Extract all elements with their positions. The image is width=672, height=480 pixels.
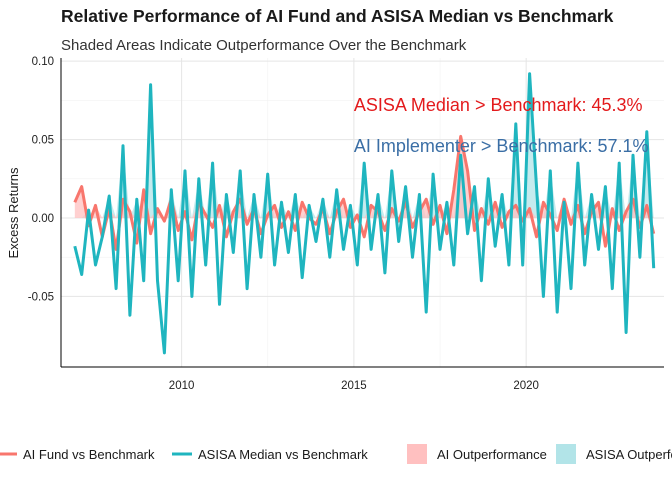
legend-item-label: AI Outperformance (437, 447, 547, 462)
y-tick-label: -0.05 (28, 291, 54, 303)
x-tick-label: 2015 (341, 380, 367, 392)
outperformance-areas (74, 73, 654, 218)
outperformance-area (74, 136, 654, 218)
y-tick-label: 0.00 (32, 213, 54, 225)
x-tick-label: 2020 (513, 380, 539, 392)
annotation-label: ASISA Median > Benchmark: 45.3% (354, 95, 643, 115)
series-line (73, 72, 656, 355)
y-tick-label: 0.10 (32, 56, 54, 68)
legend-item-label: ASISA Median vs Benchmark (198, 447, 368, 462)
legend: AI Fund vs Benchmark ASISA Median vs Benc… (0, 444, 672, 464)
legend-item-label: AI Fund vs Benchmark (23, 447, 155, 462)
annotation-label: AI Implementer > Benchmark: 57.1% (354, 136, 649, 156)
y-axis-ticks: -0.05 0.00 0.05 0.10 (28, 56, 54, 303)
series-lines (73, 72, 656, 355)
outperformance-area (74, 73, 654, 218)
y-tick-label: 0.05 (32, 135, 54, 147)
x-axis-ticks: 2010 2015 2020 (169, 380, 539, 392)
chart-title: Relative Performance of AI Fund and ASIS… (61, 6, 614, 26)
chart-subtitle: Shaded Areas Indicate Outperformance Ove… (61, 37, 467, 54)
legend-key-box (556, 444, 576, 464)
y-axis-title: Excess Returns (6, 167, 21, 259)
legend-key-box (407, 444, 427, 464)
x-tick-label: 2010 (169, 380, 195, 392)
legend-item-label: ASISA Outperformance (586, 447, 672, 462)
annotations: ASISA Median > Benchmark: 45.3% AI Implem… (354, 95, 649, 156)
